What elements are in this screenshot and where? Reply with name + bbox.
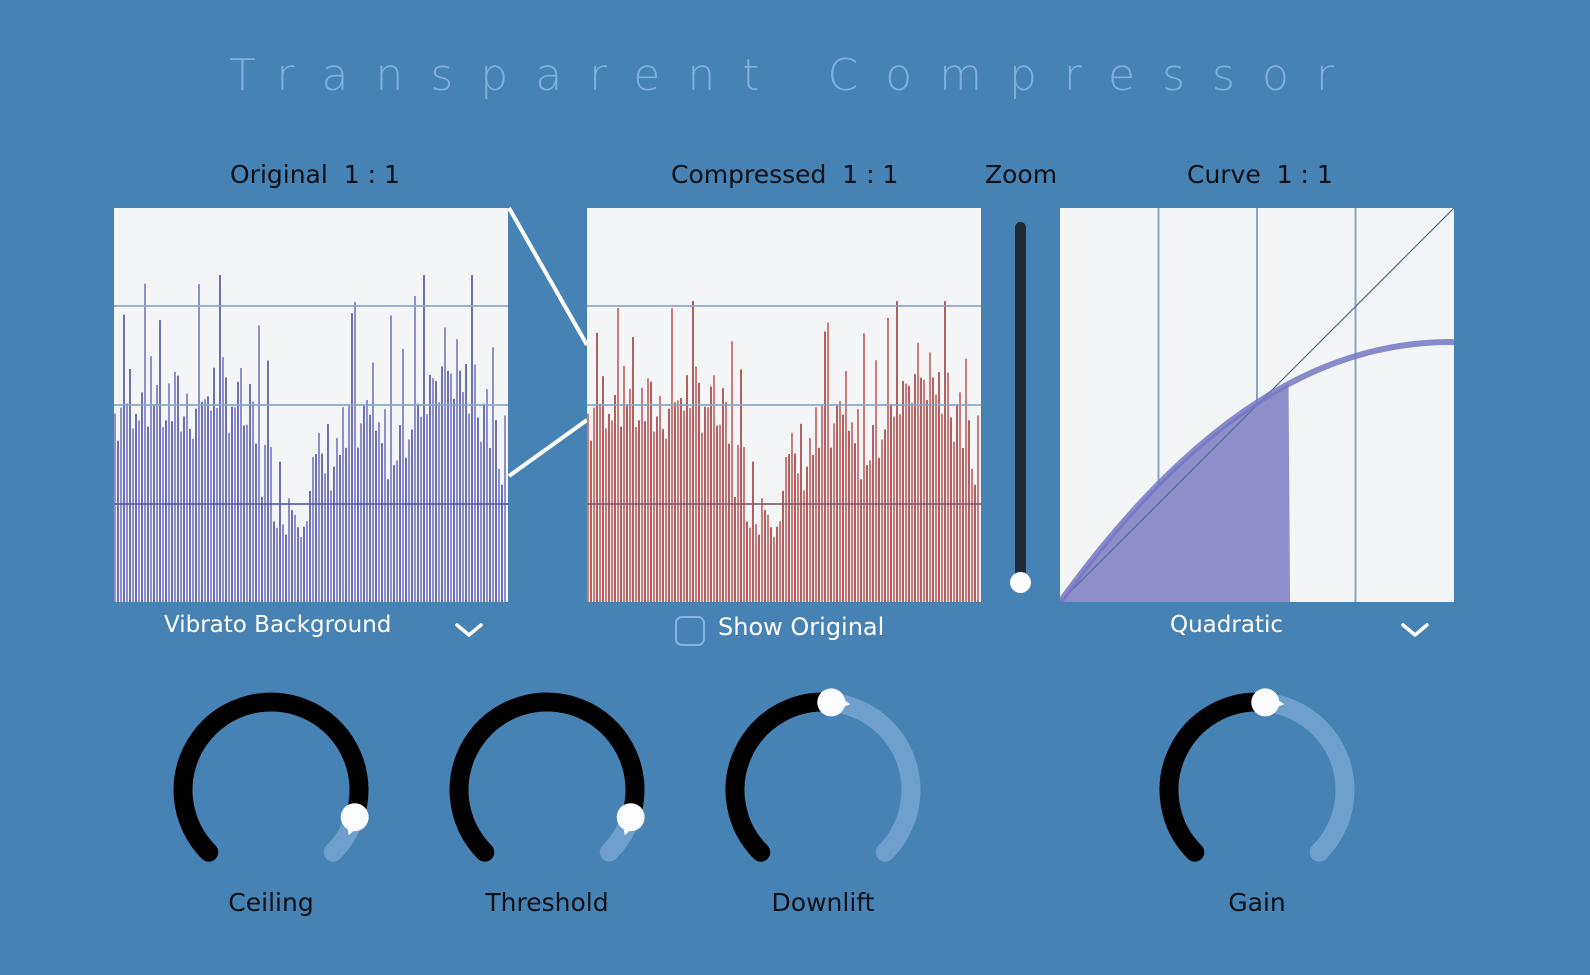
downlift-label: Downlift xyxy=(771,888,875,917)
show-original-checkbox[interactable] xyxy=(675,616,705,646)
gridline xyxy=(114,503,508,505)
knob-track[interactable] xyxy=(1159,692,1355,862)
original-label: Original xyxy=(230,160,328,189)
compressed-bars xyxy=(587,300,979,602)
curve-ratio: 1 : 1 xyxy=(1276,160,1333,189)
knob-track[interactable] xyxy=(449,692,645,862)
gridline xyxy=(114,404,508,406)
curve-graph[interactable] xyxy=(1060,208,1454,602)
curve-label: Curve xyxy=(1187,160,1261,189)
threshold-label: Threshold xyxy=(485,888,609,917)
zoom-slider-thumb[interactable] xyxy=(1010,572,1031,593)
gridline xyxy=(587,404,981,406)
compressed-waveform[interactable] xyxy=(587,208,981,602)
original-header: Original 1 : 1 xyxy=(230,160,400,189)
knob-track[interactable] xyxy=(725,692,921,862)
chevron-down-icon[interactable] xyxy=(1400,622,1430,638)
knob-thumb[interactable] xyxy=(340,803,369,832)
knob-track[interactable] xyxy=(173,692,369,862)
compressed-ratio: 1 : 1 xyxy=(842,160,899,189)
knob-value-arc xyxy=(173,692,369,862)
show-original-label[interactable]: Show Original xyxy=(718,613,885,641)
compressed-header: Compressed 1 : 1 xyxy=(671,160,898,189)
source-dropdown[interactable]: Vibrato Background xyxy=(164,612,392,638)
gain-label: Gain xyxy=(1228,888,1286,917)
chevron-down-icon[interactable] xyxy=(454,622,484,638)
original-ratio: 1 : 1 xyxy=(343,160,400,189)
knob-pointer-icon xyxy=(840,698,851,709)
gridline xyxy=(587,503,981,505)
knob-pointer-icon xyxy=(622,825,633,836)
zoom-slider-track[interactable] xyxy=(1015,222,1026,587)
knob-thumb[interactable] xyxy=(1251,688,1280,717)
knob-thumb[interactable] xyxy=(616,803,645,832)
ceiling-label: Ceiling xyxy=(228,888,314,917)
curve-header: Curve 1 : 1 xyxy=(1187,160,1333,189)
knob-pointer-icon xyxy=(346,825,357,836)
original-waveform[interactable] xyxy=(114,208,508,602)
app-title: Transparent Compressor xyxy=(229,50,1361,101)
knob-value-arc xyxy=(1159,692,1275,862)
zoom-label: Zoom xyxy=(985,160,1058,189)
knob-value-arc xyxy=(449,692,645,862)
gridline xyxy=(114,305,508,307)
compressed-label: Compressed xyxy=(671,160,827,189)
gridline xyxy=(587,305,981,307)
knob-thumb[interactable] xyxy=(817,688,846,717)
knob-value-arc xyxy=(725,692,841,862)
curve-plot xyxy=(1060,208,1454,602)
knob-pointer-icon xyxy=(1274,698,1285,709)
curve-type-dropdown[interactable]: Quadratic xyxy=(1170,612,1283,638)
